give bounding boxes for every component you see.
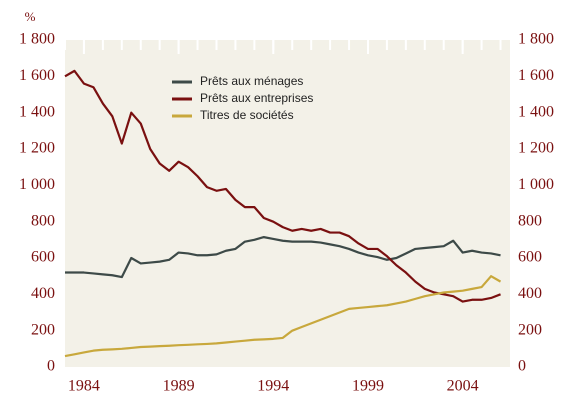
y-tick-label: 600 [31,249,55,266]
series-line [64,275,502,358]
y-tick-label: 800 [31,212,55,229]
y2-tick-label: 800 [518,212,542,229]
x-tick-label: 1989 [163,378,195,395]
y-tick-label: 1 600 [19,67,55,84]
y-tick-label: 1 200 [19,140,55,157]
y2-tick-label: 400 [518,285,542,302]
legend-label: Titres de sociétés [200,108,294,122]
y-tick-label: 1 800 [19,31,55,48]
plot-background [65,40,510,367]
series-line [64,69,501,303]
y2-tick-label: 1 400 [518,103,554,120]
y-tick-label: 200 [31,321,55,338]
y2-tick-label: 0 [518,358,526,375]
y-tick-label: 1 400 [19,103,55,120]
x-tick-label: 1994 [257,378,289,395]
y2-tick-label: 1 200 [518,140,554,157]
y2-tick-label: 200 [518,321,542,338]
legend-label: Prêts aux entreprises [200,91,313,105]
y-tick-label: 1 000 [19,176,55,193]
series-line [65,236,501,279]
y2-tick-label: 600 [518,249,542,266]
y-tick-label: 400 [31,285,55,302]
legend-label: Prêts aux ménages [200,74,303,88]
y2-tick-label: 1 000 [518,176,554,193]
x-tick-label: 1984 [68,378,100,395]
y-unit: % [25,9,36,24]
x-tick-label: 1999 [352,378,384,395]
y-tick-label: 0 [47,358,55,375]
y2-tick-label: 1 800 [518,31,554,48]
x-tick-label: 2004 [447,378,479,395]
y2-tick-label: 1 600 [518,67,554,84]
